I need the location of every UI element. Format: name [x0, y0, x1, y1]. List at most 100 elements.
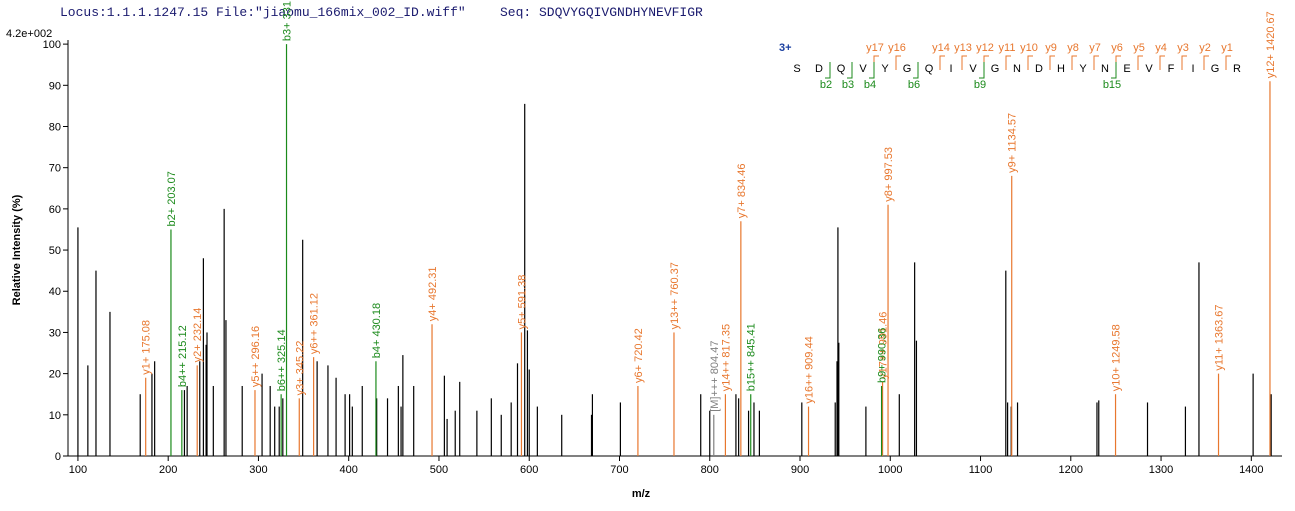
peak-annotation: y12+ 1420.67	[1265, 11, 1277, 78]
residue: N	[1013, 63, 1021, 75]
peak-annotation: y6++ 361.12	[309, 293, 321, 354]
residue: Q	[837, 63, 846, 75]
peak-annotation: y14++ 817.35	[720, 324, 732, 391]
x-tick-label: 1000	[878, 464, 902, 476]
peak-annotation: b4+ 430.18	[371, 303, 383, 358]
residue: V	[1145, 63, 1153, 75]
x-axis-label: m/z	[632, 488, 651, 500]
y-ion-marker	[1115, 55, 1121, 70]
residue: D	[1035, 63, 1043, 75]
residue: I	[1191, 63, 1194, 75]
peak-annotation: y11+ 1363.67	[1214, 304, 1226, 370]
b-ion-marker	[979, 62, 985, 79]
y-ion-label: y13	[954, 42, 972, 54]
locus-text: Locus:1.1.1.1247.15 File:"jiaomu_166mix_…	[60, 5, 466, 20]
y-ion-marker	[1027, 55, 1033, 70]
y-ion-marker	[961, 55, 967, 70]
y-ion-marker	[895, 55, 901, 70]
charge-label: 3+	[779, 42, 792, 54]
y-ion-marker	[1225, 55, 1231, 70]
x-tick-label: 900	[791, 464, 809, 476]
residue: G	[1211, 63, 1220, 75]
peak-annotation: b2+ 203.07	[166, 171, 178, 226]
y-ion-label: y4	[1155, 42, 1167, 54]
peak-annotation: y8+ 997.53	[883, 147, 895, 202]
y-tick-label: 60	[49, 204, 61, 216]
y-ion-label: y7	[1089, 42, 1101, 54]
peak-annotation: b4++ 215.12	[177, 325, 189, 387]
peak-annotation: y4+ 492.31	[427, 266, 439, 321]
peak-annotation: b6++ 325.14	[276, 329, 288, 391]
y-tick-label: 100	[43, 39, 61, 51]
b-ion-label: b3	[842, 79, 854, 91]
y-tick-label: 90	[49, 80, 61, 92]
b-ion-marker	[913, 62, 919, 79]
x-tick-label: 500	[430, 464, 448, 476]
y-ion-label: y12	[976, 42, 994, 54]
residue: G	[903, 63, 912, 75]
peak-annotation: y7+ 834.46	[736, 163, 748, 218]
y-ion-label: y8	[1067, 42, 1079, 54]
y-ion-label: y1	[1221, 42, 1233, 54]
y-ion-label: y14	[932, 42, 950, 54]
residue: Y	[1079, 63, 1087, 75]
y-ion-marker	[1181, 55, 1187, 70]
peak-annotation: y10+ 1249.58	[1111, 324, 1123, 391]
x-tick-label: 1400	[1239, 464, 1263, 476]
x-tick-label: 1300	[1149, 464, 1173, 476]
peak-annotation: y6+ 720.42	[633, 328, 645, 383]
x-tick-label: 800	[701, 464, 719, 476]
b-ion-label: b6	[908, 79, 920, 91]
x-tick-label: 200	[159, 464, 177, 476]
y-tick-label: 50	[49, 245, 61, 257]
y-tick-label: 30	[49, 327, 61, 339]
residue: V	[969, 63, 977, 75]
x-tick-label: 1200	[1059, 464, 1083, 476]
y-ion-marker	[1203, 55, 1209, 70]
residue: F	[1168, 63, 1175, 75]
residue: R	[1233, 63, 1241, 75]
y-ion-marker	[1093, 55, 1099, 70]
peak-annotation: y5++ 296.16	[250, 326, 262, 387]
y-ion-label: y5	[1133, 42, 1145, 54]
peak-annotation: y5+ 591.38	[516, 275, 528, 330]
peak-annotation: y3+ 345.22	[294, 341, 306, 396]
y-tick-label: 40	[49, 286, 61, 298]
y-ion-marker	[1005, 55, 1011, 70]
y-ion-label: y2	[1199, 42, 1211, 54]
peak-annotation: y16++ 909.44	[804, 336, 816, 403]
x-tick-label: 1100	[969, 464, 993, 476]
peak-annotation: y1+ 175.08	[141, 320, 153, 375]
b-ion-marker	[847, 62, 853, 79]
residue: E	[1123, 63, 1130, 75]
x-tick-label: 300	[249, 464, 267, 476]
y-tick-label: 80	[49, 121, 61, 133]
y-ion-marker	[939, 55, 945, 70]
x-tick-label: 400	[340, 464, 358, 476]
y-ion-marker	[1159, 55, 1165, 70]
y-ion-label: y6	[1111, 42, 1123, 54]
b-ion-label: b15	[1103, 79, 1121, 91]
peak-annotation: b3+ 331.1	[282, 0, 294, 41]
y-ion-marker	[1049, 55, 1055, 70]
residue: I	[949, 63, 952, 75]
b-ion-label: b9	[974, 79, 986, 91]
y-axis-label: Relative Intensity (%)	[11, 194, 23, 305]
y-tick-label: 10	[49, 410, 61, 422]
peak-annotation: y17++ 991.46	[878, 312, 890, 379]
x-tick-label: 600	[520, 464, 538, 476]
peak-annotation: y2+ 232.14	[192, 308, 204, 363]
y-ion-marker	[1137, 55, 1143, 70]
y-ion-label: y17	[866, 42, 884, 54]
residue: S	[793, 63, 800, 75]
y-ion-label: y11	[999, 42, 1016, 54]
residue: Y	[881, 63, 889, 75]
residue: V	[859, 63, 867, 75]
y-ion-label: y10	[1020, 42, 1038, 54]
peak-annotation: b15++ 845.41	[746, 323, 758, 391]
residue: N	[1101, 63, 1109, 75]
residue: D	[815, 63, 823, 75]
residue: H	[1057, 63, 1065, 75]
peak-annotation: b9+ 990.36	[877, 328, 889, 383]
